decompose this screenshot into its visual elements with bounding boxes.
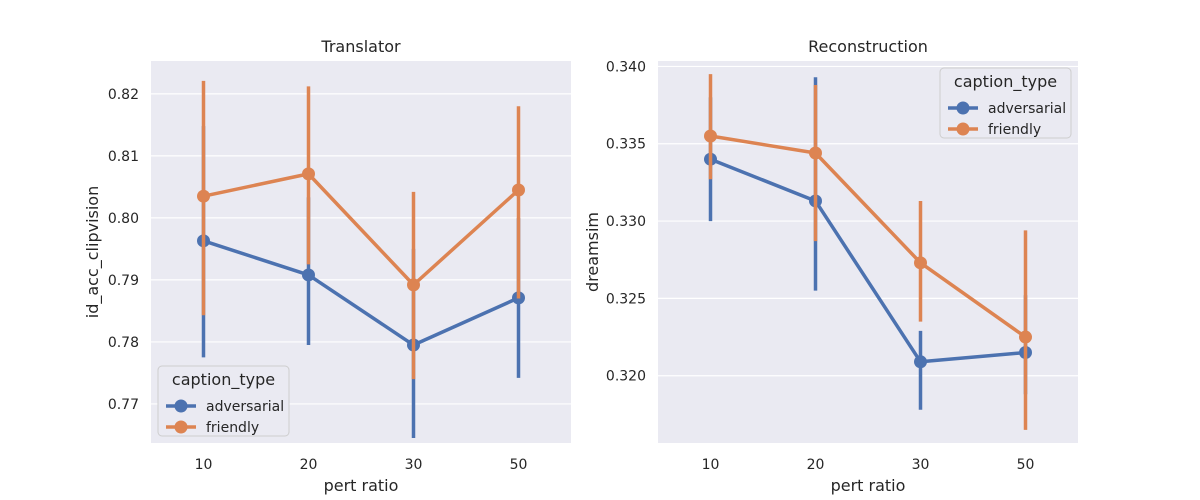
translator-legend-box xyxy=(157,365,290,437)
reconstruction-y-tick-label: 0.330 xyxy=(606,214,646,230)
translator-friendly-point xyxy=(197,189,210,203)
reconstruction-legend-label-friendly: friendly xyxy=(988,122,1041,138)
translator-adversarial-line xyxy=(202,239,520,347)
reconstruction-y-tick-label: 0.325 xyxy=(606,291,646,307)
reconstruction-friendly-point xyxy=(1019,330,1032,344)
translator-x-tick-label: 10 xyxy=(195,457,213,473)
reconstruction-y-tick-label: 0.335 xyxy=(606,137,646,153)
translator-title: Translator xyxy=(320,37,401,56)
translator-x-tick-label: 20 xyxy=(300,457,318,473)
translator-panel: 0.77 0.78 0.79 0.80 0.81 0.82 10 20 30 50 Transla… xyxy=(83,37,571,495)
translator-friendly-point xyxy=(407,278,420,292)
translator-legend-swatch-marker xyxy=(174,399,188,413)
reconstruction-adversarial-point xyxy=(914,355,927,369)
translator-y-tick-label: 0.82 xyxy=(108,87,139,103)
reconstruction-legend-title: caption_type xyxy=(954,72,1057,92)
translator-x-tick-label: 50 xyxy=(510,457,528,473)
reconstruction-friendly-point xyxy=(704,129,717,143)
reconstruction-series-friendly xyxy=(704,74,1032,430)
reconstruction-x-tick-label: 50 xyxy=(1017,457,1035,473)
translator-friendly-point xyxy=(302,167,315,181)
translator-y-tick-label: 0.77 xyxy=(108,397,139,413)
reconstruction-y-axis-label: dreamsim xyxy=(583,212,602,292)
translator-legend-swatch-marker xyxy=(174,420,188,434)
translator-series-friendly xyxy=(197,80,525,380)
reconstruction-legend-swatch-marker xyxy=(956,122,970,136)
reconstruction-legend-label-adversarial: adversarial xyxy=(988,101,1066,117)
reconstruction-friendly-line xyxy=(710,134,1027,339)
reconstruction-adversarial-line xyxy=(709,157,1026,364)
translator-legend-title: caption_type xyxy=(172,370,275,390)
reconstruction-x-tick-label: 30 xyxy=(912,457,930,473)
translator-y-tick-label: 0.81 xyxy=(108,149,139,165)
reconstruction-legend: caption_type adversarial friendly xyxy=(939,67,1072,139)
translator-adversarial-point xyxy=(302,268,315,282)
reconstruction-legend-box xyxy=(939,67,1072,139)
reconstruction-friendly-point xyxy=(914,256,927,270)
reconstruction-x-axis-label: pert ratio xyxy=(831,476,906,495)
translator-legend-label-adversarial: adversarial xyxy=(206,399,284,415)
translator-friendly-line xyxy=(203,172,520,287)
reconstruction-y-tick-label: 0.320 xyxy=(606,369,646,385)
translator-friendly-point xyxy=(512,183,525,197)
translator-x-axis-label: pert ratio xyxy=(324,476,399,495)
reconstruction-title: Reconstruction xyxy=(808,37,928,56)
reconstruction-legend-swatch-marker xyxy=(956,101,970,115)
translator-x-tick-label: 30 xyxy=(405,457,423,473)
translator-y-tick-label: 0.79 xyxy=(108,273,139,289)
translator-y-axis-label: id_acc_clipvision xyxy=(83,186,103,318)
reconstruction-friendly-point xyxy=(809,146,822,160)
reconstruction-panel: 0.320 0.325 0.330 0.335 0.340 10 20 30 50 Recons… xyxy=(583,37,1078,495)
translator-y-tick-label: 0.80 xyxy=(108,211,139,227)
reconstruction-y-tick-label: 0.340 xyxy=(606,59,646,75)
reconstruction-x-tick-label: 10 xyxy=(702,457,720,473)
translator-y-tick-label: 0.78 xyxy=(108,335,139,351)
reconstruction-x-tick-label: 20 xyxy=(807,457,825,473)
translator-legend: caption_type adversarial friendly xyxy=(157,365,290,437)
translator-legend-label-friendly: friendly xyxy=(206,420,259,436)
